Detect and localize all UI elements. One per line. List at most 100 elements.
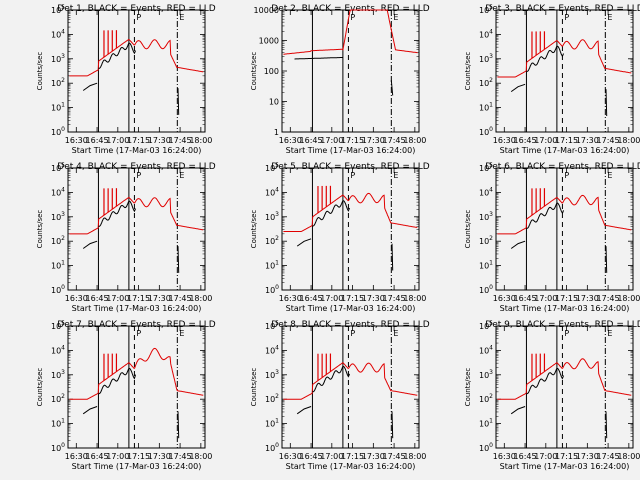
x-tick-label: 17:00 — [320, 294, 343, 303]
x-tick-label: 17:45 — [383, 136, 406, 145]
series-events — [605, 246, 608, 273]
y-tick-label: 104 — [265, 344, 279, 355]
series-lld — [283, 362, 418, 400]
series-events — [296, 238, 312, 247]
x-tick-label: 17:00 — [106, 452, 129, 461]
plot-frame — [67, 325, 206, 449]
x-tick-label: 17:15 — [127, 452, 150, 461]
y-axis-label: Counts/sec — [250, 210, 258, 249]
y-axis-label: Counts/sec — [36, 52, 44, 91]
x-tick-label: 16:45 — [86, 294, 109, 303]
y-tick-label: 10000 — [254, 6, 279, 15]
x-tick-label: 17:00 — [534, 294, 557, 303]
x-tick-label: 16:45 — [300, 294, 323, 303]
x-tick-label: 17:00 — [320, 452, 343, 461]
x-tick-label: 18:00 — [189, 452, 212, 461]
marker-label: P — [350, 329, 355, 338]
x-tick-label: 16:45 — [300, 452, 323, 461]
x-tick-label: 17:45 — [597, 452, 620, 461]
y-tick-label: 100 — [479, 442, 493, 453]
y-tick-label: 105 — [479, 4, 493, 15]
marker-label: P — [564, 329, 569, 338]
plot-frame — [281, 325, 420, 449]
series-lld — [69, 196, 204, 235]
x-tick-label: 18:00 — [403, 294, 426, 303]
chart-panel-det-4: Det 4, BLACK = Events, RED = LLD 100 101 10… — [36, 162, 216, 313]
x-tick-label: 17:15 — [341, 452, 364, 461]
plot-frame — [67, 167, 206, 291]
x-axis-label: Start Time (17-Mar-03 16:24:00) — [286, 462, 416, 471]
y-tick-label: 105 — [51, 320, 65, 331]
x-tick-label: 16:30 — [279, 294, 302, 303]
series-events — [294, 57, 343, 60]
x-axis-label: Start Time (17-Mar-03 16:24:00) — [72, 304, 202, 313]
y-tick-label: 104 — [51, 28, 65, 39]
chart-panel-det-7: Det 7, BLACK = Events, RED = LLD 100 101 10… — [36, 320, 216, 471]
x-tick-label: 17:15 — [555, 452, 578, 461]
plot-frame — [495, 325, 634, 449]
x-tick-label: 16:30 — [279, 136, 302, 145]
y-tick-label: 104 — [51, 344, 65, 355]
x-tick-label: 16:30 — [493, 294, 516, 303]
y-tick-label: 101 — [51, 260, 65, 271]
y-tick-label: 101 — [479, 418, 493, 429]
x-tick-label: 17:30 — [148, 294, 171, 303]
chart-panel-det-3: Det 3, BLACK = Events, RED = LLD 100 101 10… — [464, 4, 640, 155]
plot-frame — [67, 9, 206, 133]
y-axis-label: Counts/sec — [36, 368, 44, 407]
series-events — [526, 202, 564, 229]
x-tick-label: 17:30 — [148, 136, 171, 145]
x-tick-label: 18:00 — [617, 294, 640, 303]
series-events — [312, 200, 350, 227]
marker-label: P — [136, 171, 141, 180]
x-tick-label: 17:30 — [576, 136, 599, 145]
series-events — [605, 411, 608, 439]
x-tick-label: 17:00 — [534, 452, 557, 461]
x-tick-label: 16:45 — [514, 136, 537, 145]
x-tick-label: 18:00 — [403, 136, 426, 145]
y-tick-label: 100 — [265, 284, 279, 295]
y-tick-label: 102 — [479, 393, 493, 404]
x-tick-label: 18:00 — [189, 294, 212, 303]
series-events — [391, 411, 394, 439]
series-events — [526, 367, 564, 395]
x-tick-label: 16:45 — [300, 136, 323, 145]
x-axis-label: Start Time (17-Mar-03 16:24:00) — [72, 146, 202, 155]
y-tick-label: 105 — [265, 162, 279, 173]
x-tick-label: 17:15 — [555, 294, 578, 303]
series-events — [510, 83, 526, 93]
x-tick-label: 17:30 — [148, 452, 171, 461]
marker-label: E — [607, 329, 612, 338]
plot-frame — [281, 9, 420, 133]
x-tick-label: 17:15 — [341, 136, 364, 145]
y-tick-label: 100 — [479, 284, 493, 295]
x-tick-label: 16:30 — [65, 452, 88, 461]
x-tick-label: 17:00 — [320, 136, 343, 145]
y-tick-label: 101 — [479, 102, 493, 113]
y-tick-label: 100 — [51, 442, 65, 453]
series-lld — [283, 192, 418, 232]
x-tick-label: 17:30 — [362, 294, 385, 303]
marker-label: P — [136, 13, 141, 22]
x-axis-label: Start Time (17-Mar-03 16:24:00) — [500, 304, 630, 313]
series-events — [296, 406, 312, 415]
x-axis-label: Start Time (17-Mar-03 16:24:00) — [286, 304, 416, 313]
series-events — [312, 365, 350, 393]
chart-panel-det-2: Det 2, BLACK = Events, RED = LLD 1 10 100 10… — [250, 4, 430, 155]
x-axis-label: Start Time (17-Mar-03 16:24:00) — [500, 462, 630, 471]
chart-panel-det-1: Det 1, BLACK = Events, RED = LLD 100 101 10… — [36, 4, 216, 155]
series-lld — [497, 39, 632, 78]
y-axis-label: Counts/sec — [464, 210, 472, 249]
series-lld — [69, 347, 204, 400]
y-tick-label: 102 — [265, 235, 279, 246]
x-tick-label: 16:30 — [493, 452, 516, 461]
y-tick-label: 103 — [265, 211, 279, 222]
y-tick-label: 100 — [51, 126, 65, 137]
series-events — [98, 200, 136, 227]
x-tick-label: 17:00 — [106, 136, 129, 145]
y-tick-label: 100 — [264, 67, 279, 76]
marker-label: E — [393, 171, 398, 180]
chart-title: Det 8, BLACK = Events, RED = LLD — [271, 320, 430, 330]
y-tick-label: 10 — [269, 98, 279, 107]
y-tick-label: 102 — [51, 393, 65, 404]
